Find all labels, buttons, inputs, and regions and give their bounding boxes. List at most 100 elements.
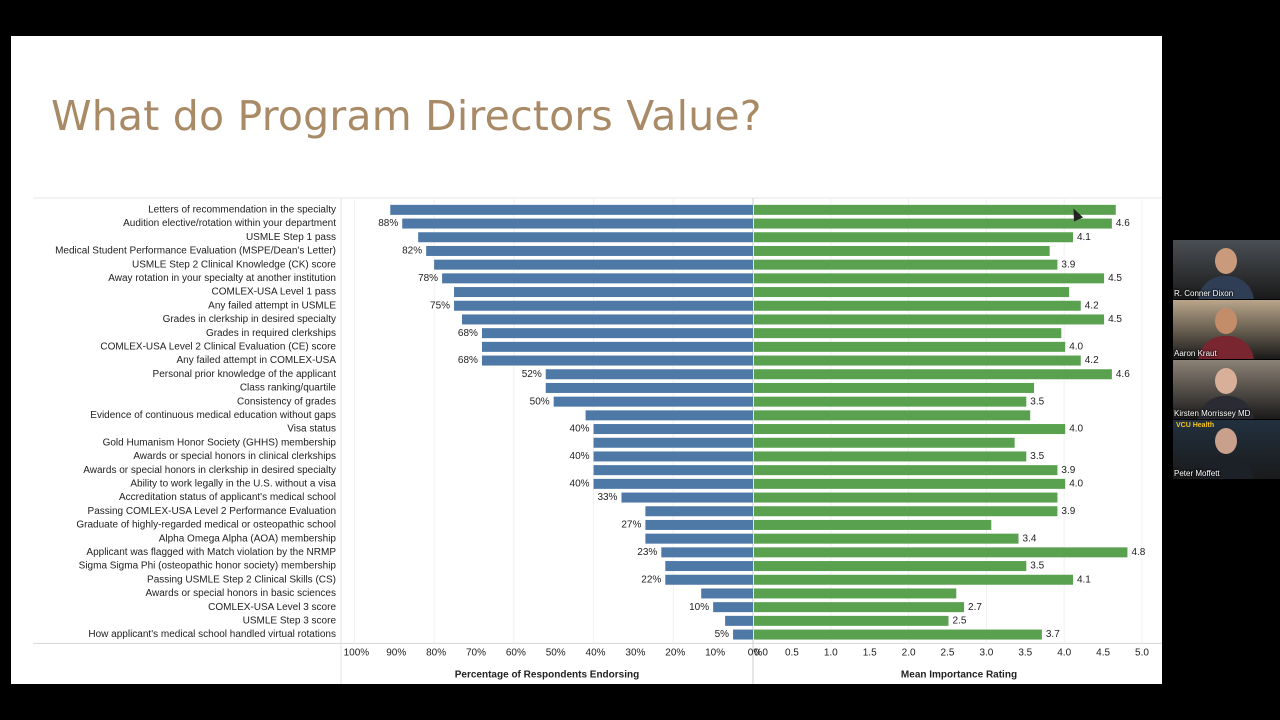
participant-silhouette [1198, 456, 1254, 479]
percentage-bar [665, 574, 753, 585]
category-label: USMLE Step 1 pass [246, 232, 336, 243]
right-axis-tick-label: 4.5 [1096, 648, 1110, 659]
percentage-bar [665, 561, 753, 572]
rating-bar [754, 232, 1073, 243]
percentage-bar [593, 437, 753, 448]
butterfly-bar-chart: Letters of recommendation in the special… [33, 197, 1162, 684]
percentage-bar [593, 424, 753, 435]
left-axis-tick-label: 0% [748, 648, 763, 659]
category-label: Passing USMLE Step 2 Clinical Skills (CS… [147, 574, 336, 585]
percentage-data-label: 50% [530, 396, 550, 407]
category-label: Applicant was flagged with Match violati… [86, 547, 336, 558]
rating-bar [754, 300, 1081, 311]
right-axis-tick-label: 1.5 [863, 648, 877, 659]
rating-bar [754, 519, 992, 530]
rating-data-label: 4.1 [1077, 232, 1091, 243]
percentage-bar [481, 328, 753, 339]
rating-bar [754, 547, 1128, 558]
participant-face [1215, 428, 1237, 454]
category-label: Graduate of highly-regarded medical or o… [76, 520, 336, 531]
rating-bar [754, 287, 1070, 298]
rating-bar [754, 424, 1066, 435]
rating-data-label: 2.5 [953, 615, 967, 626]
left-axis-tick-label: 10% [705, 648, 725, 659]
percentage-bar [454, 287, 753, 298]
participant-face [1215, 308, 1237, 334]
rating-bar [754, 355, 1081, 366]
rating-bar [754, 588, 957, 599]
category-label: Class ranking/quartile [240, 383, 337, 394]
category-label: Away rotation in your specialty at anoth… [108, 273, 336, 284]
rating-bar [754, 396, 1027, 407]
rating-bar [754, 314, 1105, 325]
percentage-bar [462, 314, 753, 325]
rating-data-label: 4.2 [1085, 355, 1099, 366]
left-axis-tick-label: 90% [386, 648, 406, 659]
category-label: Gold Humanism Honor Society (GHHS) membe… [103, 437, 337, 448]
rating-bar [754, 245, 1050, 256]
rating-bar [754, 204, 1116, 215]
category-label: Awards or special honors in basic scienc… [146, 588, 336, 599]
participant-face [1215, 368, 1237, 394]
percentage-data-label: 5% [715, 629, 730, 640]
presentation-slide: What do Program Directors Value? Letters… [11, 36, 1162, 684]
rating-bar [754, 218, 1112, 229]
rating-bar [754, 506, 1058, 517]
left-axis-title: Percentage of Respondents Endorsing [455, 670, 639, 681]
category-label: Sigma Sigma Phi (osteopathic honor socie… [79, 561, 337, 572]
category-label: Awards or special honors in clerkship in… [83, 465, 336, 476]
percentage-bar [553, 396, 753, 407]
participant-silhouette [1198, 336, 1254, 359]
category-label: COMLEX-USA Level 1 pass [212, 287, 337, 298]
rating-data-label: 3.5 [1030, 396, 1044, 407]
rating-bar [754, 561, 1027, 572]
right-axis-tick-label: 4.0 [1057, 648, 1071, 659]
percentage-bar [725, 615, 753, 626]
rating-bar [754, 410, 1031, 421]
rating-bar [754, 492, 1058, 503]
category-label: Medical Student Performance Evaluation (… [55, 246, 336, 257]
left-axis-tick-label: 30% [625, 648, 645, 659]
percentage-data-label: 22% [641, 574, 661, 585]
rating-data-label: 4.1 [1077, 574, 1091, 585]
category-label: Any failed attempt in USMLE [208, 300, 336, 311]
percentage-data-label: 68% [458, 328, 478, 339]
right-axis-title: Mean Importance Rating [901, 670, 1017, 681]
rating-bar [754, 629, 1042, 640]
rating-data-label: 4.2 [1085, 300, 1099, 311]
category-label: Consistency of grades [237, 396, 336, 407]
participant-name: Kirsten Morrissey MD [1174, 409, 1251, 418]
category-label: COMLEX-USA Level 3 score [208, 602, 336, 613]
percentage-bar [645, 506, 753, 517]
category-label: Audition elective/rotation within your d… [123, 218, 336, 229]
percentage-bar [418, 232, 753, 243]
percentage-data-label: 88% [378, 218, 398, 229]
left-axis-tick-label: 20% [665, 648, 685, 659]
percentage-data-label: 68% [458, 355, 478, 366]
participant-tile[interactable]: Kirsten Morrissey MD [1173, 360, 1280, 419]
slide-title: What do Program Directors Value? [51, 92, 762, 140]
rating-data-label: 3.9 [1061, 506, 1075, 517]
participant-tile[interactable]: VCU Health Peter Moffett [1173, 420, 1280, 479]
rating-bar [754, 273, 1105, 284]
participant-tile[interactable]: R. Conner Dixon [1173, 240, 1280, 299]
rating-data-label: 3.7 [1046, 629, 1060, 640]
percentage-bar [545, 382, 753, 393]
percentage-data-label: 82% [402, 246, 422, 257]
participant-silhouette [1198, 396, 1254, 419]
category-label: USMLE Step 3 score [243, 615, 337, 626]
percentage-bar [701, 588, 753, 599]
percentage-data-label: 27% [621, 520, 641, 531]
left-axis-tick-label: 40% [586, 648, 606, 659]
right-axis-tick-label: 5.0 [1135, 648, 1149, 659]
percentage-bar [434, 259, 753, 270]
rating-data-label: 4.6 [1116, 369, 1130, 380]
percentage-bar [402, 218, 753, 229]
participant-tile[interactable]: Aaron Kraut [1173, 300, 1280, 359]
percentage-bar [593, 465, 753, 476]
rating-data-label: 3.5 [1030, 561, 1044, 572]
percentage-bar [593, 451, 753, 462]
left-axis-tick-label: 100% [344, 648, 370, 659]
rating-bar [754, 478, 1066, 489]
vcu-health-logo: VCU Health [1176, 422, 1215, 429]
